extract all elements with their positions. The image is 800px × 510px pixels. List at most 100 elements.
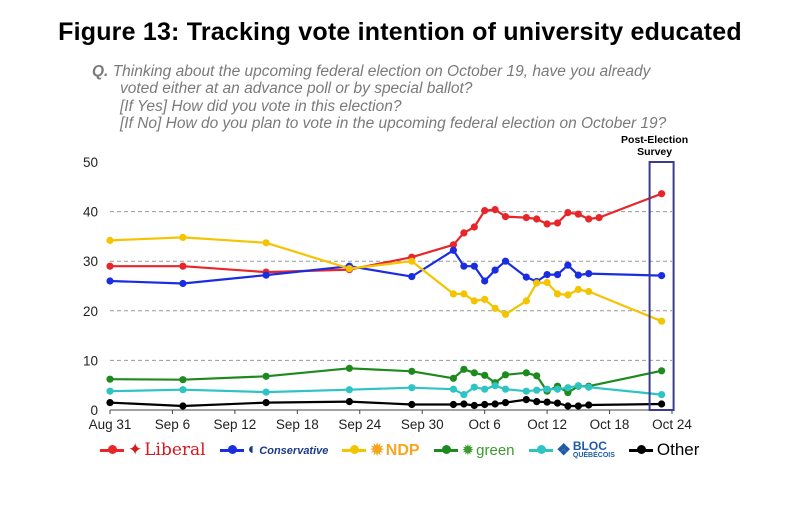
legend-label-green: ✹ green (462, 441, 515, 459)
post-election-annotation: Post-Election Survey (621, 134, 688, 411)
data-point-bloc (106, 387, 114, 395)
data-point-green (179, 376, 187, 384)
data-point-ndp (533, 279, 541, 287)
chart-title: Figure 13: Tracking vote intention of un… (58, 18, 742, 46)
data-point-green (460, 365, 468, 373)
question-tag-yes: [If Yes] (120, 98, 168, 115)
data-point-liberal (543, 220, 551, 228)
data-point-ndp (408, 257, 416, 265)
data-point-green (533, 372, 541, 380)
legend-text-other: Other (656, 440, 700, 459)
data-point-conservative (553, 271, 562, 279)
data-point-bloc (460, 391, 468, 399)
legend-text-bloc-sub: QUÉBÉCOIS (572, 451, 615, 459)
y-tick-label: 20 (83, 304, 98, 319)
data-point-ndp (345, 265, 353, 273)
data-point-green (262, 372, 270, 380)
legend-dot-other (636, 445, 646, 454)
legend-text-green: green (476, 442, 515, 459)
x-tick-label: Aug 31 (89, 417, 132, 432)
data-point-other (460, 400, 468, 408)
data-point-ndp (522, 297, 530, 305)
question-text-no: How do you plan to vote in the upcoming … (165, 115, 667, 132)
question-line-4: [If No] How do you plan to vote in the u… (120, 115, 666, 133)
legend-label-bloc: ❖ BLOC QUÉBÉCOIS (557, 438, 615, 460)
data-point-green (345, 364, 353, 372)
data-point-bloc (658, 391, 666, 399)
legend-dot-green (441, 445, 451, 454)
series-line-liberal (110, 192, 662, 274)
data-point-ndp (553, 290, 562, 298)
legend-text-liberal: Liberal (144, 440, 206, 460)
conservative-c-icon: ◐ (247, 441, 258, 458)
data-point-ndp (179, 233, 187, 241)
post-election-label-2: Survey (637, 146, 672, 158)
data-point-conservative (501, 257, 510, 265)
legend-label-ndp: ✹ NDP (370, 440, 419, 460)
data-point-ndp (491, 304, 499, 312)
data-point-ndp (574, 285, 582, 294)
data-point-conservative (179, 279, 187, 288)
data-point-conservative (585, 270, 593, 278)
data-point-liberal (522, 214, 530, 222)
data-point-liberal (553, 219, 562, 227)
series-layer (106, 190, 666, 410)
data-point-liberal (470, 223, 478, 231)
data-point-other (501, 399, 510, 407)
data-point-conservative (470, 262, 478, 270)
x-tick-label: Oct 18 (590, 417, 630, 432)
question-line-3: [If Yes] How did you vote in this electi… (120, 98, 401, 116)
data-point-bloc (501, 385, 510, 393)
green-sun-icon: ✹ (461, 442, 475, 459)
maple-leaf-icon: ✦ (128, 440, 143, 460)
legend-label-liberal: ✦ Liberal (128, 440, 206, 460)
data-point-conservative (491, 266, 499, 274)
x-tick-label: Sep 30 (401, 417, 444, 432)
data-point-conservative (106, 277, 114, 285)
data-point-bloc (179, 386, 187, 394)
data-point-bloc (408, 384, 416, 392)
data-point-green (470, 369, 478, 377)
data-point-liberal (501, 213, 510, 221)
data-point-conservative (460, 262, 468, 270)
data-point-ndp (585, 287, 593, 296)
data-point-liberal (564, 209, 572, 217)
data-point-conservative (481, 277, 489, 285)
data-point-ndp (470, 297, 478, 305)
legend-swatch-ndp (342, 445, 367, 454)
legend-item-conservative: ◐ Conservative (219, 441, 329, 459)
data-point-other (491, 400, 499, 408)
data-point-green (481, 371, 489, 379)
data-point-liberal (449, 241, 457, 249)
axes: 0 10 20 30 40 50 Aug 31 Sep 6 Sep 12 Sep 18 Sep 24… (83, 155, 692, 432)
data-point-liberal (595, 214, 603, 222)
data-point-other (522, 396, 530, 404)
legend-label-conservative: ◐ Conservative (248, 441, 329, 459)
legend-text-conservative: Conservative (259, 445, 329, 457)
question-text-yes: How did you vote in this election? (171, 98, 402, 115)
legend-text-ndp: NDP (385, 442, 420, 459)
legend-swatch-other (628, 445, 653, 454)
data-point-bloc (543, 385, 551, 393)
line-chart: 0 10 20 30 40 50 Aug 31 Sep 6 Sep 12 Sep 18 Sep 24… (83, 134, 692, 432)
ndp-leaf-icon: ✹ (370, 442, 384, 459)
y-tick-label: 10 (83, 353, 98, 368)
data-point-ndp (106, 236, 114, 244)
data-point-green (658, 367, 666, 375)
legend: ✦ Liberal ◐ Conservative ✹ NDP ✹ green ❖ BLOC… (100, 437, 713, 463)
data-point-other (574, 402, 582, 410)
data-point-conservative (408, 273, 416, 281)
x-tick-label: Sep 18 (276, 417, 319, 432)
data-point-other (470, 401, 478, 410)
legend-text-bloc: BLOC (572, 438, 607, 453)
data-point-green (408, 367, 416, 375)
data-point-bloc (564, 384, 572, 392)
x-tick-label: Oct 24 (652, 417, 692, 432)
x-tick-label: Oct 6 (469, 417, 501, 432)
x-tick-label: Sep 6 (155, 417, 190, 432)
data-point-other (408, 400, 416, 409)
data-point-ndp (501, 310, 510, 318)
legend-dot-liberal (108, 445, 117, 454)
data-point-ndp (658, 317, 666, 325)
legend-dot-conservative (227, 445, 237, 454)
